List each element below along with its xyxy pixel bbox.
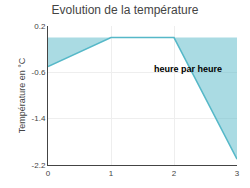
svg-text:3: 3 (235, 169, 240, 178)
svg-text:-0.6: -0.6 (32, 68, 46, 77)
svg-text:0: 0 (46, 169, 51, 178)
svg-text:0.2: 0.2 (34, 22, 46, 31)
svg-text:Température en °C: Température en °C (17, 57, 27, 133)
svg-text:Evolution de la température: Evolution de la température (52, 3, 199, 17)
svg-text:-2.2: -2.2 (32, 161, 46, 170)
svg-text:-1.4: -1.4 (32, 114, 46, 123)
svg-text:2: 2 (172, 169, 177, 178)
svg-text:1: 1 (109, 169, 114, 178)
svg-text:heure par heure: heure par heure (154, 64, 222, 74)
